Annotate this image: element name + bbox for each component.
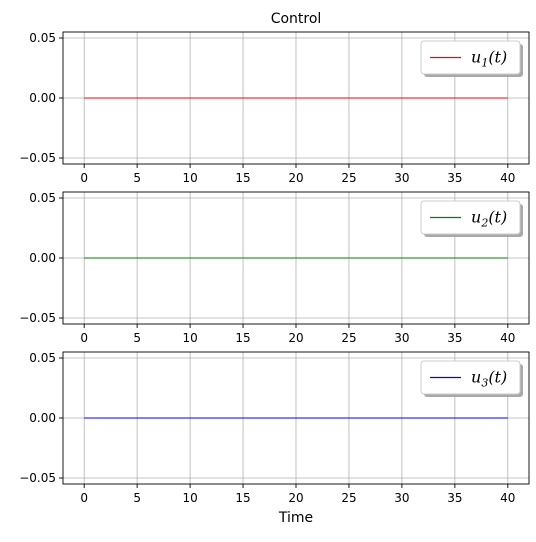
legend-tail: (t)	[488, 208, 507, 227]
x-tick-label: 15	[235, 331, 250, 345]
x-tick-label: 0	[80, 171, 88, 185]
x-tick-label: 25	[341, 491, 356, 505]
x-tick-label: 5	[133, 331, 141, 345]
x-tick-label: 5	[133, 171, 141, 185]
x-tick-label: 25	[341, 171, 356, 185]
legend: u3(t)	[420, 360, 523, 397]
legend-main: u	[471, 368, 481, 387]
subplot-1: 0 5 10 15 20 25 30 35 40 −0.05 0.00 0.05 Control u1(t…	[19, 11, 530, 185]
subplot-2: 0 5 10 15 20 25 30 35 40 −0.05 0.00 0.05 u2(t)	[19, 191, 530, 345]
subplot-3: 0 5 10 15 20 25 30 35 40 −0.05 0.00 0.05 Time u3(t)	[19, 351, 530, 526]
x-tick-label: 40	[500, 331, 515, 345]
x-tick-label: 15	[235, 171, 250, 185]
y-tick-label: 0.05	[29, 191, 56, 205]
x-tick-label: 40	[500, 171, 515, 185]
x-tick-label: 20	[288, 491, 303, 505]
legend: u1(t)	[420, 40, 523, 77]
y-tick-label: 0.05	[29, 31, 56, 45]
y-tick-label: −0.05	[19, 471, 56, 485]
legend-subscript: 1	[481, 57, 488, 70]
x-tick-label: 20	[288, 331, 303, 345]
legend-tail: (t)	[488, 368, 507, 387]
y-tick-label: 0.00	[29, 251, 56, 265]
x-tick-label: 35	[447, 331, 462, 345]
x-tick-label: 35	[447, 171, 462, 185]
x-axis-label: Time	[278, 510, 313, 526]
x-tick-label: 30	[394, 331, 409, 345]
legend-subscript: 3	[481, 377, 488, 390]
legend-subscript: 2	[480, 217, 488, 230]
legend-tail: (t)	[488, 48, 507, 67]
y-tick-label: 0.05	[29, 351, 56, 365]
legend-box	[420, 360, 521, 395]
x-tick-label: 15	[235, 491, 250, 505]
chart-title: Control	[271, 11, 322, 27]
x-tick-label: 10	[182, 491, 197, 505]
x-tick-label: 30	[394, 171, 409, 185]
y-tick-label: −0.05	[19, 151, 56, 165]
legend-main: u	[471, 208, 481, 227]
x-tick-label: 30	[394, 491, 409, 505]
legend-entry: u1(t)	[471, 48, 507, 70]
legend-box	[420, 200, 521, 235]
y-tick-label: 0.00	[29, 411, 56, 425]
y-tick-label: 0.00	[29, 91, 56, 105]
x-tick-label: 0	[80, 491, 88, 505]
x-tick-label: 10	[182, 171, 197, 185]
legend: u2(t)	[420, 200, 523, 237]
legend-entry: u3(t)	[471, 368, 507, 390]
x-tick-label: 5	[133, 491, 141, 505]
x-tick-label: 35	[447, 491, 462, 505]
legend-entry: u2(t)	[471, 208, 507, 230]
legend-main: u	[471, 48, 481, 67]
x-tick-label: 20	[288, 171, 303, 185]
legend-box	[420, 40, 521, 75]
x-tick-label: 0	[80, 331, 88, 345]
x-tick-label: 10	[182, 331, 197, 345]
x-tick-label: 25	[341, 331, 356, 345]
y-tick-label: −0.05	[19, 311, 56, 325]
x-tick-label: 40	[500, 491, 515, 505]
